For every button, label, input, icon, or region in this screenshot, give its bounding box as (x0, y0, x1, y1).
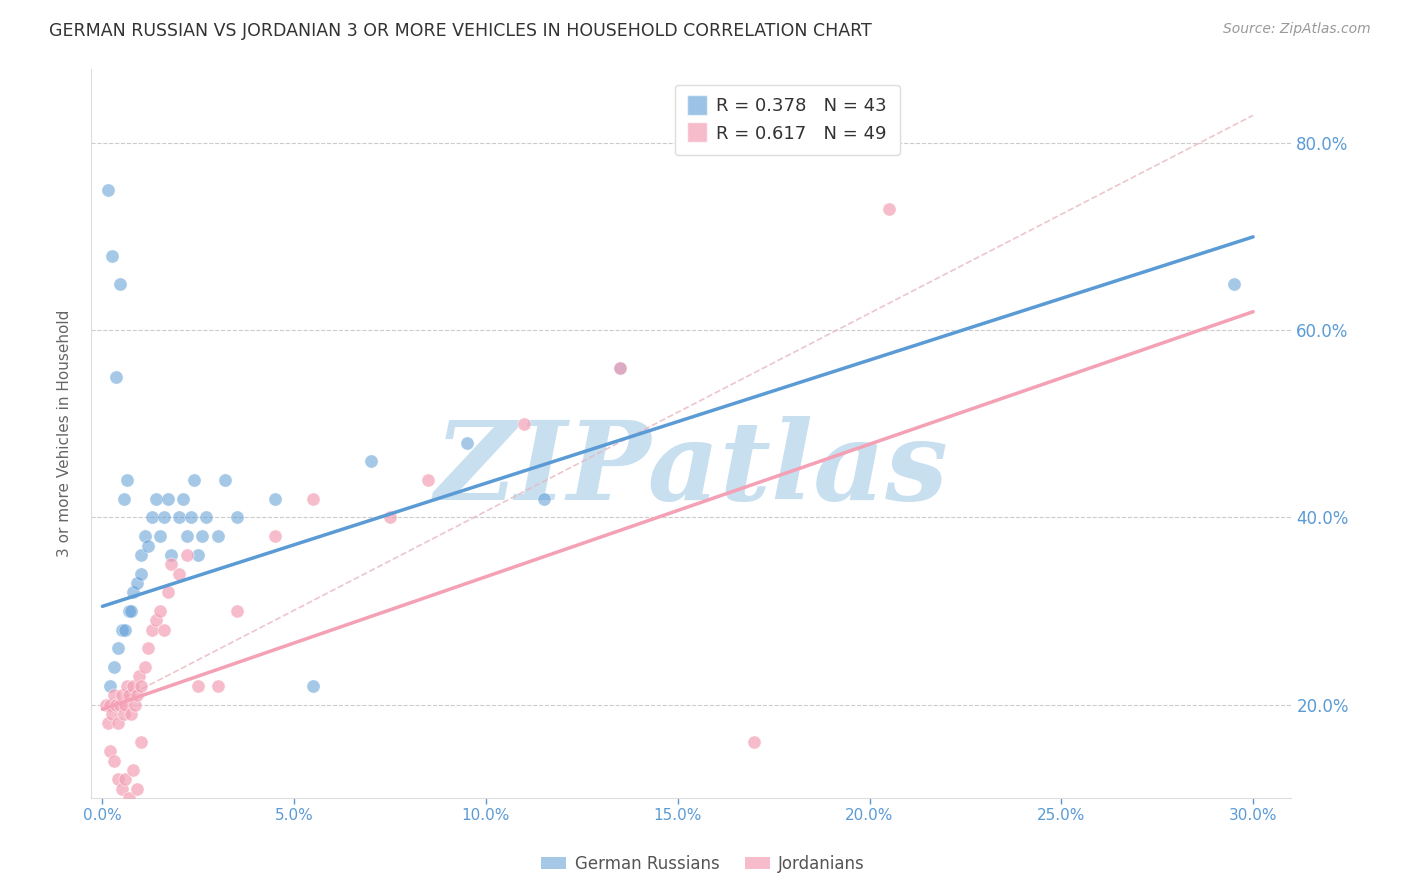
Point (207, 679, 229, 693)
Point (107, 641, 129, 656)
Point (114, 623, 136, 637)
Point (134, 660, 156, 674)
Point (160, 548, 183, 562)
Point (117, 473, 139, 487)
Point (418, 473, 440, 487)
Point (110, 688, 132, 702)
Point (456, 435, 478, 450)
Point (153, 510, 176, 524)
Point (97, 716, 120, 731)
Point (138, 539, 160, 553)
Point (609, 360, 631, 375)
Point (513, 417, 536, 431)
Point (187, 548, 209, 562)
Point (118, 791, 141, 805)
Point (103, 754, 125, 768)
Point (149, 604, 172, 618)
Point (118, 604, 141, 618)
Point (378, 510, 401, 524)
Point (97, 183, 120, 197)
Point (122, 585, 145, 599)
Point (172, 491, 194, 506)
Point (98, 698, 121, 712)
Point (145, 491, 167, 506)
Point (103, 660, 125, 674)
Point (156, 585, 179, 599)
Point (129, 548, 152, 562)
Point (107, 716, 129, 731)
Point (118, 688, 141, 702)
Point (214, 473, 236, 487)
Point (264, 529, 287, 543)
Point (160, 558, 183, 572)
Point (101, 706, 124, 721)
Point (104, 698, 127, 712)
Point (176, 529, 198, 543)
Point (195, 510, 218, 524)
Point (114, 698, 136, 712)
Point (110, 781, 132, 796)
Point (1223, 277, 1246, 291)
Point (156, 491, 179, 506)
Point (112, 706, 135, 721)
Point (149, 529, 172, 543)
Point (117, 679, 139, 693)
Point (153, 623, 176, 637)
Text: GERMAN RUSSIAN VS JORDANIAN 3 OR MORE VEHICLES IN HOUSEHOLD CORRELATION CHART: GERMAN RUSSIAN VS JORDANIAN 3 OR MORE VE… (49, 22, 872, 40)
Point (124, 698, 146, 712)
Point (128, 669, 150, 683)
Point (129, 566, 152, 581)
Point (101, 249, 124, 263)
Point (107, 772, 129, 787)
Point (264, 491, 287, 506)
Point (125, 688, 148, 702)
Y-axis label: 3 or more Vehicles in Household: 3 or more Vehicles in Household (58, 310, 72, 557)
Point (533, 491, 555, 506)
Point (176, 548, 198, 562)
Point (114, 772, 136, 787)
Point (104, 370, 127, 384)
Point (302, 491, 325, 506)
Text: Source: ZipAtlas.com: Source: ZipAtlas.com (1223, 22, 1371, 37)
Point (98, 679, 121, 693)
Legend: R = 0.378   N = 43, R = 0.617   N = 49: R = 0.378 N = 43, R = 0.617 N = 49 (675, 85, 900, 155)
Point (360, 454, 382, 468)
Point (225, 604, 247, 618)
Point (183, 473, 205, 487)
Point (108, 277, 131, 291)
Point (120, 706, 142, 721)
Point (167, 566, 190, 581)
Point (138, 641, 160, 656)
Point (122, 679, 145, 693)
Point (125, 781, 148, 796)
Point (207, 529, 229, 543)
Point (141, 623, 163, 637)
Point (180, 510, 202, 524)
Point (134, 529, 156, 543)
Point (120, 604, 142, 618)
Point (609, 360, 631, 375)
Point (129, 679, 152, 693)
Point (125, 576, 148, 591)
Point (744, 735, 766, 749)
Point (122, 763, 145, 777)
Point (141, 510, 163, 524)
Point (877, 202, 900, 216)
Point (98, 744, 121, 758)
Legend: German Russians, Jordanians: German Russians, Jordanians (534, 848, 872, 880)
Point (96, 698, 118, 712)
Point (145, 613, 167, 627)
Point (112, 491, 135, 506)
Point (108, 698, 131, 712)
Point (129, 735, 152, 749)
Text: ZIPatlas: ZIPatlas (434, 416, 948, 524)
Point (167, 510, 190, 524)
Point (225, 510, 247, 524)
Point (302, 679, 325, 693)
Point (187, 679, 209, 693)
Point (103, 688, 125, 702)
Point (191, 529, 214, 543)
Point (110, 623, 132, 637)
